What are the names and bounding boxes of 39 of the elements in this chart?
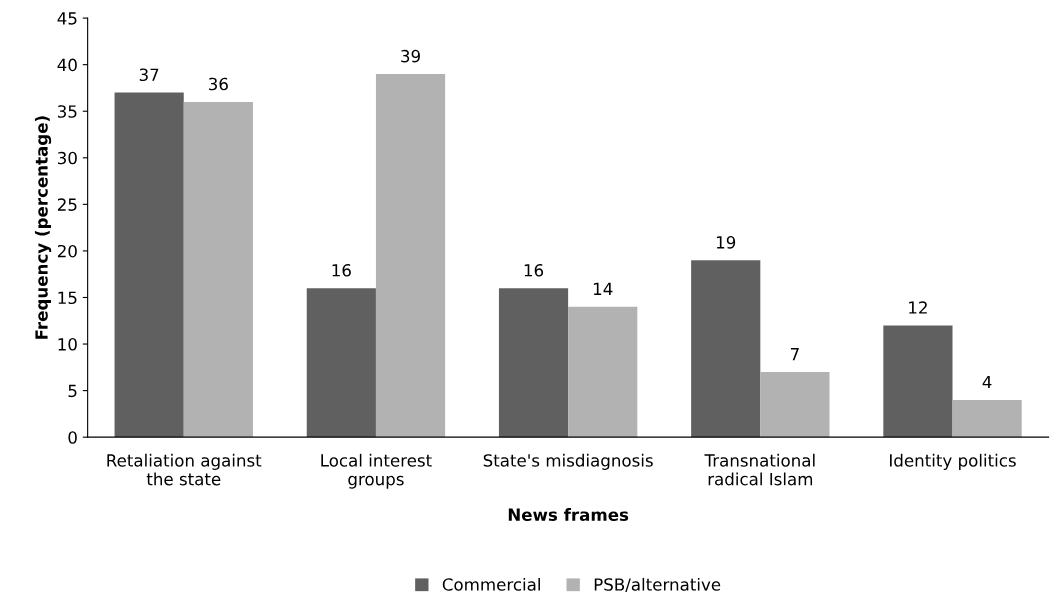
y-tick-label: 25: [57, 198, 77, 211]
bar: [883, 325, 953, 438]
y-tick-label: 40: [57, 58, 77, 72]
data-label: 36: [209, 77, 228, 91]
bar: [375, 73, 446, 438]
y-tick-label: 10: [58, 338, 77, 351]
y-tick-label: 35: [57, 105, 77, 118]
data-label: 16: [524, 264, 544, 277]
data-label: 37: [139, 68, 159, 82]
data-label: 16: [332, 264, 351, 277]
bar: [952, 399, 1022, 438]
bar: [498, 288, 569, 438]
data-label: 19: [716, 236, 736, 249]
bar: [114, 92, 184, 438]
bar: [306, 288, 376, 438]
x-tick-label: State's misdiagnosis: [483, 453, 653, 470]
y-tick-label: 15: [58, 291, 77, 305]
y-tick-label: 20: [57, 244, 77, 258]
legend-label: Commercial: [442, 577, 540, 591]
data-label: 7: [790, 348, 799, 361]
y-axis-title: Frequency (percentage): [34, 116, 52, 339]
data-label: 39: [401, 49, 420, 63]
bar: [183, 101, 253, 438]
x-tick-label: Retaliation against the state: [107, 453, 262, 486]
y-tick-label: 45: [57, 12, 77, 25]
data-label: 12: [909, 301, 927, 314]
y-tick-label: 30: [57, 151, 77, 165]
data-label: 14: [593, 282, 613, 295]
y-tick-label: 5: [68, 384, 77, 398]
y-tick-label: 0: [68, 431, 77, 444]
x-tick-label: Transnational radical Islam: [704, 453, 815, 486]
x-tick-label: Local interest groups: [321, 453, 432, 489]
x-tick-label: Identity politics: [890, 453, 1016, 470]
bar: [691, 260, 761, 438]
bar: [568, 306, 638, 438]
bar: [760, 371, 830, 438]
x-axis-title: News frames: [508, 508, 629, 521]
data-label: 4: [982, 375, 992, 389]
legend-label: PSB/alternative: [594, 577, 721, 593]
